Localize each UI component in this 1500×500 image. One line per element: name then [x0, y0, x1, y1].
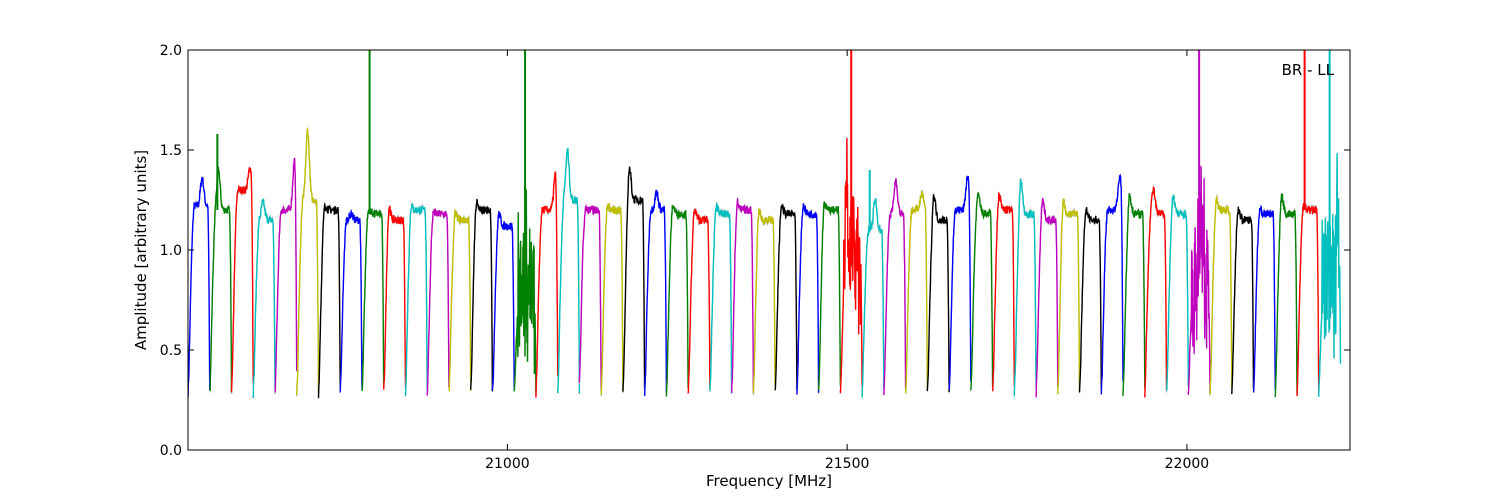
- channel-background-trace: [600, 203, 624, 397]
- channel-trace: [1209, 196, 1233, 396]
- channel-trace: [1144, 186, 1168, 398]
- channel-trace: [1013, 178, 1037, 397]
- channel-trace: [643, 189, 668, 397]
- y-axis-label: Amplitude [arbitrary units]: [132, 150, 150, 350]
- channel-background-trace: [1057, 198, 1081, 394]
- channel-trace: [1100, 173, 1124, 395]
- y-tick-label: 0.0: [160, 443, 182, 459]
- channel-background-trace: [752, 208, 776, 394]
- channel-trace: [578, 203, 602, 394]
- channel-trace: [188, 176, 211, 399]
- channel-background-trace: [470, 197, 493, 391]
- ticks-layer: 21000 21500 22000 0.0 0.5 1.0 1.5 2.0: [160, 43, 1350, 472]
- channel-trace: [209, 166, 233, 394]
- channel-trace: [774, 204, 798, 391]
- y-tick-label: 0.5: [160, 343, 182, 359]
- channel-trace: [1274, 193, 1298, 398]
- channel-trace: [296, 126, 320, 396]
- channel-trace: [970, 192, 994, 391]
- channel-trace: [904, 191, 928, 394]
- channel-trace: [383, 205, 407, 390]
- channel-trace: [926, 194, 950, 393]
- x-tick-label: 22000: [1165, 456, 1210, 472]
- channel-trace: [1252, 204, 1276, 393]
- channel-trace: [687, 207, 711, 394]
- channel-trace: [883, 178, 907, 396]
- channel-background-trace: [426, 207, 450, 394]
- channel-trace: [730, 198, 755, 394]
- channel-trace: [252, 198, 276, 399]
- channel-trace: [470, 198, 494, 392]
- channel-background-trace: [818, 201, 841, 389]
- channel-background-trace: [448, 209, 472, 392]
- y-tick-label: 1.0: [160, 243, 182, 259]
- channel-trace: [1122, 193, 1146, 397]
- channel-background-trace: [796, 203, 820, 395]
- channel-background-trace: [731, 197, 754, 396]
- channel-trace: [339, 210, 363, 393]
- channel-trace: [491, 210, 515, 391]
- channel-trace: [622, 166, 646, 392]
- channel-trace: [1231, 206, 1255, 395]
- channel-background-trace: [1296, 203, 1320, 396]
- channel-background-trace: [578, 204, 602, 393]
- series-layer: [188, 50, 1342, 400]
- channel-trace: [317, 203, 341, 398]
- channel-trace: [230, 166, 254, 393]
- channel-trace: [839, 138, 863, 394]
- channel-trace: [948, 175, 972, 391]
- channel-trace: [752, 208, 776, 393]
- channel-trace: [861, 198, 885, 398]
- channel-trace: [1057, 198, 1081, 395]
- x-axis-label: Frequency [MHz]: [706, 472, 832, 490]
- channel-trace: [535, 171, 559, 398]
- y-tick-label: 2.0: [160, 43, 182, 59]
- x-tick-label: 21000: [485, 456, 530, 472]
- channel-background-trace: [404, 202, 428, 398]
- channel-trace: [709, 203, 733, 394]
- channel-trace: [426, 207, 450, 396]
- x-tick-label: 21500: [825, 456, 870, 472]
- channel-trace: [1165, 194, 1189, 392]
- y-tick-label: 1.5: [160, 143, 182, 159]
- channel-trace: [274, 157, 298, 393]
- channel-trace: [1296, 203, 1320, 397]
- channel-trace: [1318, 152, 1342, 397]
- channel-trace: [817, 201, 842, 391]
- channel-trace: [600, 203, 624, 396]
- channel-trace: [665, 205, 689, 397]
- channel-trace: [361, 206, 385, 392]
- channel-trace: [991, 191, 1015, 391]
- channel-trace: [1078, 207, 1102, 393]
- channel-trace: [404, 203, 428, 396]
- channel-trace: [557, 147, 581, 394]
- channel-trace: [1035, 198, 1059, 398]
- channel-trace: [796, 203, 820, 395]
- channel-trace: [513, 189, 537, 394]
- channel-background-trace: [383, 204, 407, 391]
- baseline-annotation: BR - LL: [1282, 61, 1335, 79]
- channel-trace: [448, 208, 472, 392]
